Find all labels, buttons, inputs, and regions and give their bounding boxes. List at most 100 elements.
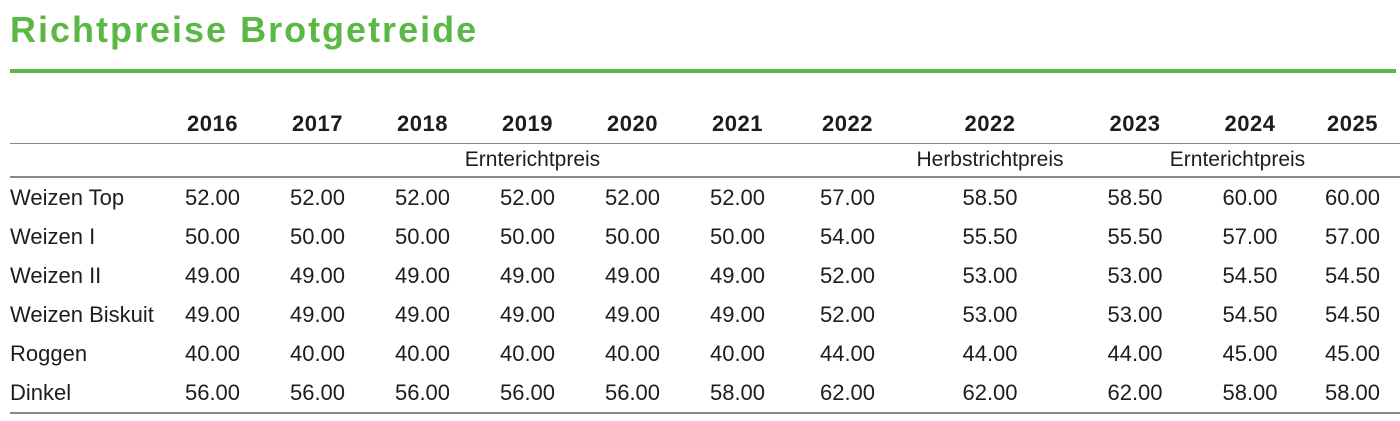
- price-cell: 49.00: [709, 301, 766, 327]
- price-cell: 57.00: [1324, 223, 1381, 249]
- price-cell: 56.00: [289, 379, 346, 405]
- price-cell: 40.00: [604, 340, 661, 366]
- row-label: Weizen Biskuit: [10, 301, 154, 327]
- price-cell: 58.50: [1107, 184, 1163, 210]
- price-type-header-herbst: Herbstrichtpreis: [916, 148, 1064, 171]
- price-cell: 44.00: [819, 340, 876, 366]
- price-cell: 62.00: [1107, 379, 1163, 405]
- price-cell: 40.00: [289, 340, 346, 366]
- table-body: Weizen Top 52.00 52.00 52.00 52.00 52.00…: [10, 177, 1400, 413]
- price-cell: 56.00: [184, 379, 241, 405]
- price-cell: 60.00: [1324, 184, 1381, 210]
- price-cell: 58.00: [1222, 379, 1278, 405]
- year-header: 2021: [712, 111, 763, 136]
- price-cell: 49.00: [709, 262, 766, 288]
- price-cell: 40.00: [709, 340, 766, 366]
- price-cell: 58.00: [709, 379, 766, 405]
- price-cell: 44.00: [962, 340, 1018, 366]
- year-header-row: 2016 2017 2018 2019 2020 2021 2022 2022 …: [10, 101, 1400, 144]
- table-row-weizen-biskuit: Weizen Biskuit 49.00 49.00 49.00 49.00 4…: [10, 295, 1400, 334]
- price-table: 2016 2017 2018 2019 2020 2021 2022 2022 …: [10, 101, 1400, 414]
- price-cell: 49.00: [289, 301, 346, 327]
- price-cell: 50.00: [184, 223, 241, 249]
- price-cell: 53.00: [962, 262, 1018, 288]
- price-cell: 54.50: [1222, 301, 1278, 327]
- row-label: Weizen I: [10, 223, 96, 249]
- price-cell: 49.00: [499, 262, 556, 288]
- price-cell: 54.50: [1324, 262, 1381, 288]
- price-type-header-row: Ernterichtpreis Herbstrichtpreis Ernteri…: [10, 144, 1400, 178]
- price-cell: 60.00: [1222, 184, 1278, 210]
- price-cell: 52.00: [499, 184, 556, 210]
- price-cell: 54.50: [1324, 301, 1381, 327]
- price-cell: 56.00: [604, 379, 661, 405]
- year-header: 2025: [1327, 111, 1378, 136]
- price-cell: 53.00: [1107, 262, 1163, 288]
- price-cell: 62.00: [819, 379, 876, 405]
- price-cell: 52.00: [184, 184, 241, 210]
- price-cell: 55.50: [1107, 223, 1163, 249]
- price-cell: 52.00: [604, 184, 661, 210]
- price-cell: 40.00: [184, 340, 241, 366]
- price-cell: 45.00: [1324, 340, 1381, 366]
- year-header: 2017: [292, 111, 343, 136]
- price-cell: 52.00: [394, 184, 451, 210]
- table-row-weizen-1: Weizen I 50.00 50.00 50.00 50.00 50.00 5…: [10, 217, 1400, 256]
- price-cell: 40.00: [394, 340, 451, 366]
- price-cell: 49.00: [394, 301, 451, 327]
- row-label: Roggen: [10, 340, 88, 366]
- price-type-header-ernte-1: Ernterichtpreis: [464, 148, 601, 171]
- table-row-roggen: Roggen 40.00 40.00 40.00 40.00 40.00 40.…: [10, 334, 1400, 373]
- year-header: 2019: [502, 111, 553, 136]
- year-header: 2020: [607, 111, 658, 136]
- price-cell: 56.00: [499, 379, 556, 405]
- price-cell: 49.00: [394, 262, 451, 288]
- price-cell: 49.00: [604, 301, 661, 327]
- price-cell: 50.00: [604, 223, 661, 249]
- year-header: 2024: [1224, 111, 1276, 136]
- price-cell: 44.00: [1107, 340, 1163, 366]
- price-cell: 49.00: [289, 262, 346, 288]
- table-row-weizen-2: Weizen II 49.00 49.00 49.00 49.00 49.00 …: [10, 256, 1400, 295]
- price-cell: 62.00: [962, 379, 1018, 405]
- page-title: Richtpreise Brotgetreide: [10, 9, 479, 50]
- price-cell: 49.00: [499, 301, 556, 327]
- price-cell: 55.50: [962, 223, 1018, 249]
- price-cell: 50.00: [709, 223, 766, 249]
- year-header: 2023: [1109, 111, 1161, 136]
- price-cell: 50.00: [289, 223, 346, 249]
- row-label: Weizen II: [10, 262, 102, 288]
- price-cell: 40.00: [499, 340, 556, 366]
- price-cell: 52.00: [819, 301, 876, 327]
- price-cell: 52.00: [819, 262, 876, 288]
- row-label: Dinkel: [10, 379, 72, 405]
- price-type-header-ernte-2: Ernterichtpreis: [1169, 148, 1306, 171]
- year-header: 2022: [964, 111, 1016, 136]
- price-cell: 53.00: [1107, 301, 1163, 327]
- price-cell: 53.00: [962, 301, 1018, 327]
- price-cell: 50.00: [499, 223, 556, 249]
- table-header: 2016 2017 2018 2019 2020 2021 2022 2022 …: [10, 101, 1400, 177]
- price-cell: 49.00: [184, 301, 241, 327]
- empty-cell: [10, 144, 160, 178]
- price-cell: 54.50: [1222, 262, 1278, 288]
- price-cell: 52.00: [709, 184, 766, 210]
- year-header: 2018: [397, 111, 448, 136]
- title-underline: [10, 69, 1396, 73]
- year-header: 2016: [187, 111, 238, 136]
- table-row-dinkel: Dinkel 56.00 56.00 56.00 56.00 56.00 58.…: [10, 373, 1400, 413]
- price-cell: 49.00: [184, 262, 241, 288]
- price-cell: 49.00: [604, 262, 661, 288]
- table-row-weizen-top: Weizen Top 52.00 52.00 52.00 52.00 52.00…: [10, 177, 1400, 217]
- price-cell: 58.00: [1324, 379, 1381, 405]
- year-header: 2022: [822, 111, 873, 136]
- price-cell: 58.50: [962, 184, 1018, 210]
- price-cell: 52.00: [289, 184, 346, 210]
- price-cell: 56.00: [394, 379, 451, 405]
- price-cell: 50.00: [394, 223, 451, 249]
- price-cell: 45.00: [1222, 340, 1278, 366]
- price-cell: 57.00: [819, 184, 876, 210]
- corner-cell: [10, 101, 160, 144]
- price-cell: 54.00: [819, 223, 876, 249]
